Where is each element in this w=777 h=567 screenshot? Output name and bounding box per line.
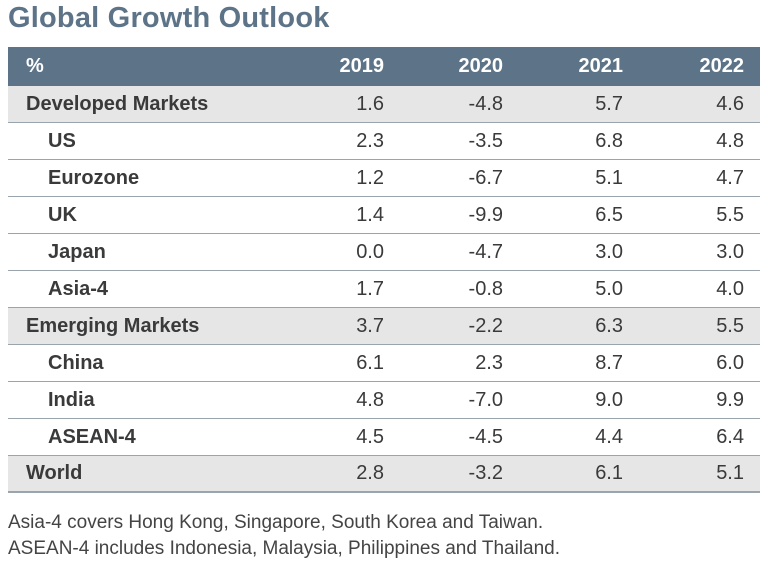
value-cell-2020: 2.3 bbox=[475, 351, 503, 374]
value-cell-2021: 6.8 bbox=[595, 129, 623, 152]
value-cell-2020: -7.0 bbox=[468, 388, 503, 411]
value-cell-2022: 9.9 bbox=[716, 388, 744, 411]
header-2020: 2020 bbox=[458, 55, 504, 77]
table-row: Emerging Markets 3.7 -2.2 6.3 5.5 bbox=[8, 308, 760, 345]
row-label: ASEAN-4 bbox=[48, 425, 136, 448]
value-cell-2022: 6.4 bbox=[716, 425, 744, 448]
value-cell-2019: 1.4 bbox=[356, 203, 384, 226]
row-label: Eurozone bbox=[48, 166, 140, 189]
table-row: US 2.3 -3.5 6.8 4.8 bbox=[8, 123, 760, 160]
table-body: Developed Markets 1.6 -4.8 5.7 4.6 US 2.3 -3.5 6… bbox=[8, 86, 760, 493]
table-row: UK 1.4 -9.9 6.5 5.5 bbox=[8, 197, 760, 234]
row-label: US bbox=[48, 129, 76, 152]
value-cell-2022: 4.6 bbox=[716, 92, 744, 115]
table-row: World 2.8 -3.2 6.1 5.1 bbox=[8, 456, 760, 493]
table-row: China 6.1 2.3 8.7 6.0 bbox=[8, 345, 760, 382]
header-unit: % bbox=[26, 55, 44, 77]
value-cell-2022: 4.7 bbox=[716, 166, 744, 189]
value-cell-2022: 4.0 bbox=[716, 277, 744, 300]
table-row: Japan 0.0 -4.7 3.0 3.0 bbox=[8, 234, 760, 271]
value-cell-2022: 4.8 bbox=[716, 129, 744, 152]
value-cell-2021: 5.0 bbox=[595, 277, 623, 300]
value-cell-2021: 6.3 bbox=[595, 314, 623, 337]
row-label: India bbox=[48, 388, 95, 411]
value-cell-2021: 5.7 bbox=[595, 92, 623, 115]
value-cell-2019: 4.5 bbox=[356, 425, 384, 448]
value-cell-2020: -6.7 bbox=[468, 166, 503, 189]
value-cell-2019: 2.8 bbox=[356, 462, 384, 484]
table-row: Asia-4 1.7 -0.8 5.0 4.0 bbox=[8, 271, 760, 308]
row-label: World bbox=[26, 462, 83, 484]
row-label: Developed Markets bbox=[26, 92, 209, 115]
table-row: Developed Markets 1.6 -4.8 5.7 4.6 bbox=[8, 86, 760, 123]
value-cell-2019: 4.8 bbox=[356, 388, 384, 411]
value-cell-2020: -9.9 bbox=[468, 203, 503, 226]
row-label: Asia-4 bbox=[48, 277, 109, 300]
value-cell-2021: 8.7 bbox=[595, 351, 623, 374]
value-cell-2021: 6.1 bbox=[595, 462, 623, 484]
row-label: Japan bbox=[48, 240, 106, 263]
table-row: India 4.8 -7.0 9.0 9.9 bbox=[8, 382, 760, 419]
header-2022: 2022 bbox=[699, 55, 745, 77]
row-label: Emerging Markets bbox=[26, 314, 200, 337]
value-cell-2019: 2.3 bbox=[356, 129, 384, 152]
value-cell-2019: 1.2 bbox=[356, 166, 384, 189]
value-cell-2022: 5.5 bbox=[716, 203, 744, 226]
footnote-asia4: Asia-4 covers Hong Kong, Singapore, Sout… bbox=[8, 512, 544, 533]
row-label: China bbox=[48, 351, 104, 374]
value-cell-2019: 0.0 bbox=[356, 240, 384, 263]
value-cell-2020: -0.8 bbox=[468, 277, 503, 300]
value-cell-2020: -4.8 bbox=[468, 92, 503, 115]
value-cell-2019: 3.7 bbox=[356, 314, 384, 337]
value-cell-2022: 6.0 bbox=[716, 351, 744, 374]
value-cell-2020: -3.2 bbox=[468, 462, 503, 484]
row-label: UK bbox=[48, 203, 77, 226]
table-row: Eurozone 1.2 -6.7 5.1 4.7 bbox=[8, 160, 760, 197]
page-title: Global Growth Outlook bbox=[8, 2, 330, 34]
value-cell-2022: 3.0 bbox=[716, 240, 744, 263]
value-cell-2020: -4.7 bbox=[468, 240, 503, 263]
value-cell-2021: 4.4 bbox=[595, 425, 623, 448]
footnote-asean4: ASEAN-4 includes Indonesia, Malaysia, Ph… bbox=[8, 538, 561, 559]
value-cell-2021: 6.5 bbox=[595, 203, 623, 226]
value-cell-2021: 5.1 bbox=[595, 166, 623, 189]
value-cell-2019: 1.6 bbox=[356, 92, 384, 115]
table-row: ASEAN-4 4.5 -4.5 4.4 6.4 bbox=[8, 419, 760, 456]
value-cell-2021: 3.0 bbox=[595, 240, 623, 263]
table-header-row: % 2019 2020 2021 2022 bbox=[8, 47, 760, 86]
value-cell-2021: 9.0 bbox=[595, 388, 623, 411]
header-2021: 2021 bbox=[578, 55, 624, 77]
value-cell-2020: -4.5 bbox=[468, 425, 503, 448]
value-cell-2020: -3.5 bbox=[468, 129, 503, 152]
value-cell-2022: 5.5 bbox=[716, 314, 744, 337]
footnotes: Asia-4 covers Hong Kong, Singapore, Sout… bbox=[8, 510, 560, 562]
growth-table: % 2019 2020 2021 2022 Developed Markets 1… bbox=[8, 47, 760, 493]
value-cell-2022: 5.1 bbox=[716, 462, 744, 484]
value-cell-2020: -2.2 bbox=[468, 314, 503, 337]
header-2019: 2019 bbox=[339, 55, 385, 77]
value-cell-2019: 6.1 bbox=[356, 351, 384, 374]
value-cell-2019: 1.7 bbox=[356, 277, 384, 300]
